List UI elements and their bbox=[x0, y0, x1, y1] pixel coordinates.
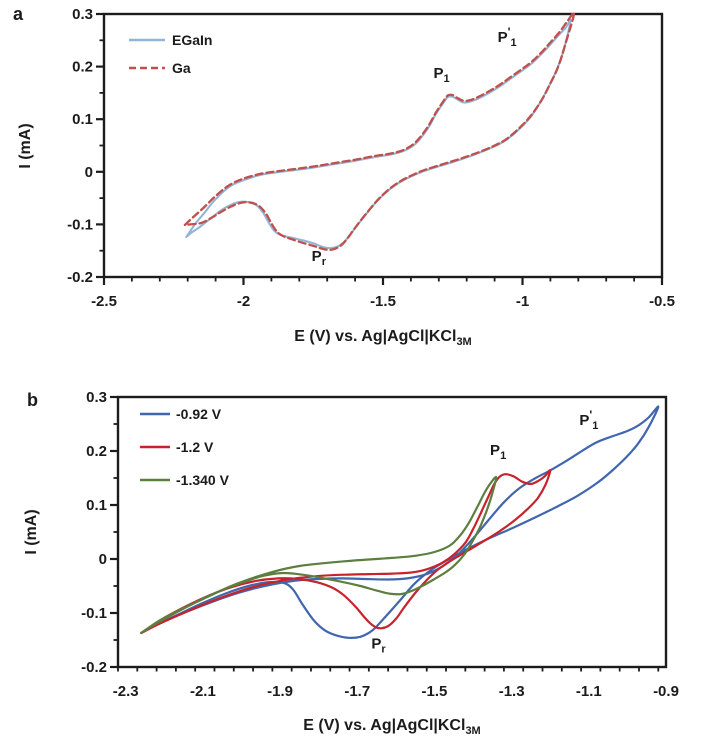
x-axis-title: E (V) vs. Ag|AgCl|KCl3M bbox=[294, 328, 471, 348]
panel-a-chart: a -2.5 -2 -1.5 -1 -0.5 0.3 0.2 0.1 0 -0.1 -0.2 E (V)… bbox=[13, 4, 675, 348]
x-tick-label: -2 bbox=[237, 293, 250, 310]
legend-label: -1.2 V bbox=[176, 439, 214, 455]
y-tick-label: 0.1 bbox=[72, 111, 93, 128]
x-tick-label: -1.5 bbox=[422, 683, 448, 700]
y-axis-title: I (mA) bbox=[23, 509, 40, 554]
plot-border bbox=[116, 395, 668, 669]
panel-b-chart: b -2.3 -2.1 -1.9 -1.7 -1.5 -1.3 -1.1 -0.9 0.3 0.2 0… bbox=[23, 389, 679, 737]
peak-annotation: P1 bbox=[490, 442, 506, 462]
peak-annotation: P1 bbox=[434, 65, 450, 85]
legend-label: -1.340 V bbox=[176, 472, 230, 488]
x-tick-label: -1.1 bbox=[576, 683, 602, 700]
y-tick-label: 0 bbox=[85, 164, 93, 181]
plot-border bbox=[102, 12, 664, 279]
peak-annotation: Pr bbox=[371, 636, 386, 656]
y-tick-label: -0.1 bbox=[81, 605, 107, 622]
series--0.92-v bbox=[140, 405, 660, 639]
x-tick-label: -2.5 bbox=[91, 293, 117, 310]
panel-label: b bbox=[27, 390, 38, 410]
series--1.2-v bbox=[140, 469, 552, 635]
peak-annotation: P'1 bbox=[579, 408, 598, 432]
y-tick-label: 0.2 bbox=[72, 59, 93, 76]
peak-annotation: Pr bbox=[312, 248, 327, 268]
y-tick-label: -0.2 bbox=[81, 659, 107, 676]
legend-label: Ga bbox=[172, 60, 191, 76]
y-tick-label: 0.2 bbox=[86, 443, 107, 460]
y-axis-title: I (mA) bbox=[17, 123, 34, 168]
x-tick-label: -2.3 bbox=[113, 683, 139, 700]
y-tick-label: -0.1 bbox=[67, 216, 93, 233]
x-tick-label: -0.9 bbox=[653, 683, 679, 700]
x-tick-label: -1.3 bbox=[499, 683, 525, 700]
x-axis-title: E (V) vs. Ag|AgCl|KCl3M bbox=[303, 717, 480, 737]
y-tick-label: 0.3 bbox=[86, 389, 107, 406]
series-ga bbox=[183, 11, 576, 252]
legend-label: EGaIn bbox=[172, 32, 212, 48]
x-tick-label: -1.9 bbox=[267, 683, 293, 700]
y-tick-label: 0.3 bbox=[72, 6, 93, 23]
x-tick-label: -2.1 bbox=[190, 683, 216, 700]
peak-annotation: P'1 bbox=[498, 25, 517, 49]
x-tick-label: -1.5 bbox=[370, 293, 396, 310]
series--1.340-v bbox=[140, 475, 498, 635]
x-tick-label: -1 bbox=[516, 293, 529, 310]
y-tick-label: -0.2 bbox=[67, 269, 93, 286]
y-tick-label: 0 bbox=[99, 551, 107, 568]
y-tick-label: 0.1 bbox=[86, 497, 107, 514]
legend-label: -0.92 V bbox=[176, 406, 222, 422]
x-tick-label: -0.5 bbox=[649, 293, 675, 310]
panel-label: a bbox=[13, 4, 24, 24]
x-tick-label: -1.7 bbox=[344, 683, 370, 700]
